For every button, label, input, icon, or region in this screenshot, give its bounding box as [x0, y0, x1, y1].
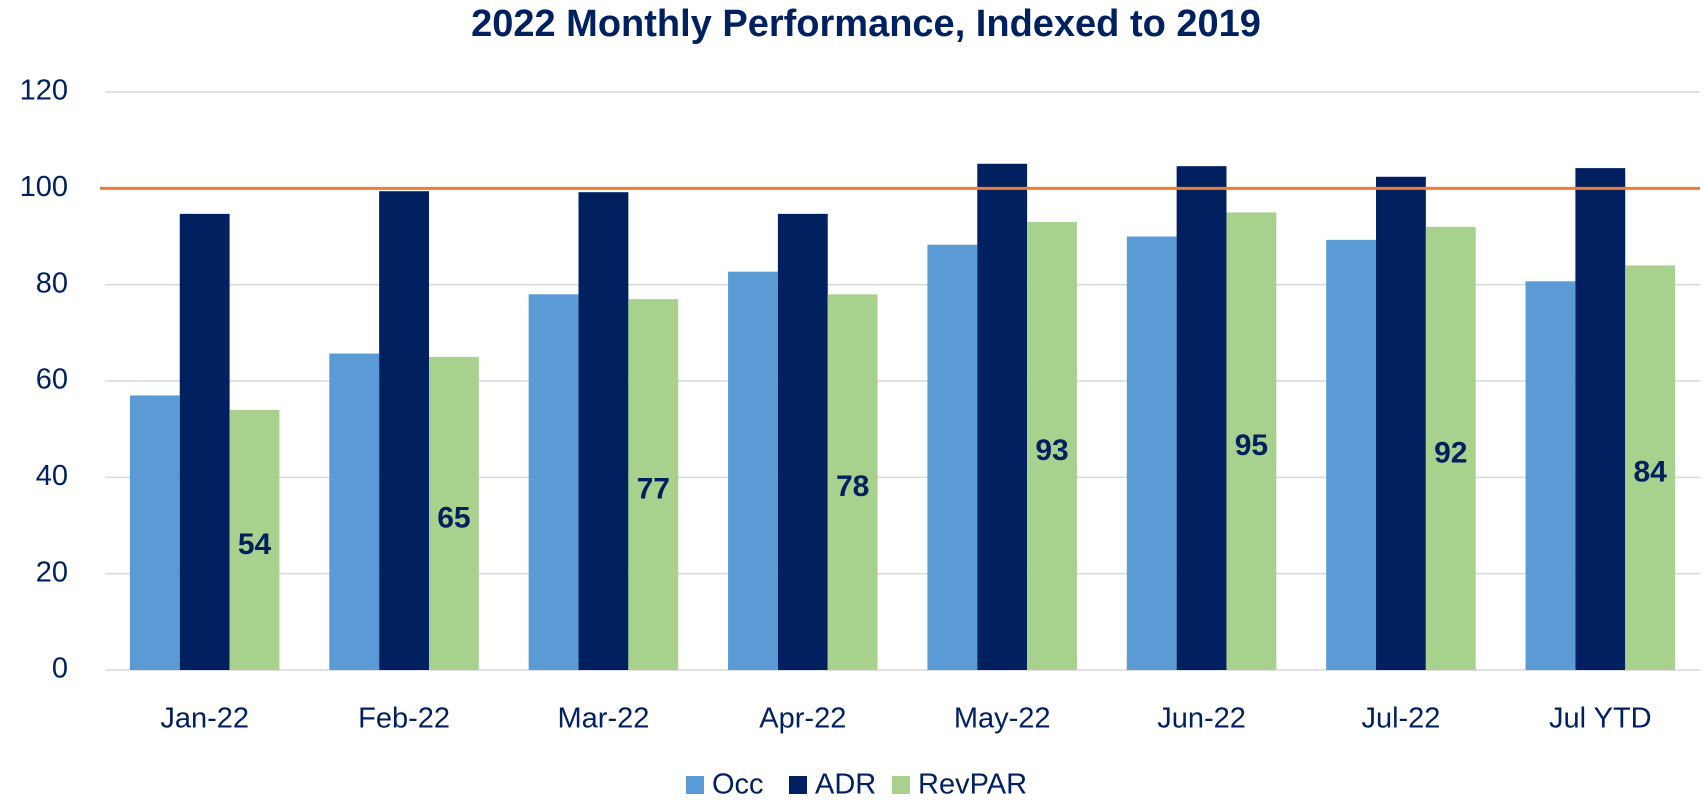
bar: [1575, 168, 1626, 670]
data-label: 65: [437, 501, 470, 534]
bar: [1176, 166, 1227, 670]
bar: [229, 409, 280, 670]
bar: [528, 294, 579, 670]
data-label: 78: [836, 470, 869, 503]
bar: [428, 356, 479, 670]
x-tick-label: May-22: [954, 703, 1051, 735]
x-tick-label: Apr-22: [759, 703, 846, 735]
bar: [129, 395, 180, 670]
legend-label: Occ: [712, 769, 764, 801]
bar: [628, 299, 679, 670]
y-tick-label: 120: [20, 75, 68, 107]
bar: [1226, 212, 1277, 670]
bar: [1625, 265, 1676, 670]
bar: [1376, 176, 1426, 671]
bar: [1027, 222, 1077, 671]
bar: [728, 271, 778, 670]
y-tick-label: 0: [52, 653, 68, 685]
data-label: 77: [637, 472, 670, 505]
bar: [179, 213, 230, 670]
x-tick-label: Jan-22: [160, 703, 249, 735]
bar: [1326, 239, 1377, 670]
bar: [1425, 226, 1476, 670]
y-tick-label: 100: [20, 171, 68, 203]
y-tick-label: 60: [36, 364, 68, 396]
bar: [329, 353, 380, 670]
chart-title: 2022 Monthly Performance, Indexed to 201…: [471, 3, 1261, 45]
x-tick-label: Feb-22: [358, 703, 450, 735]
y-tick-label: 20: [36, 556, 68, 588]
legend-label: RevPAR: [918, 769, 1027, 801]
data-label: 84: [1633, 456, 1667, 489]
legend-swatch: [789, 776, 807, 794]
x-tick-label: Jun-22: [1157, 703, 1246, 735]
bar: [777, 213, 828, 670]
bar: [1525, 281, 1576, 670]
data-label: 95: [1235, 429, 1268, 462]
data-label: 93: [1035, 434, 1068, 467]
x-tick-label: Mar-22: [558, 703, 650, 735]
y-tick-label: 80: [36, 267, 68, 299]
x-tick-label: Jul-22: [1361, 703, 1440, 735]
legend-label: ADR: [815, 769, 876, 801]
data-label: 92: [1434, 436, 1467, 469]
bar: [977, 163, 1028, 671]
data-label: 54: [238, 528, 272, 561]
legend-swatch: [892, 776, 910, 794]
bar: [1126, 236, 1177, 670]
bar: [379, 191, 429, 670]
legend-swatch: [686, 776, 704, 794]
x-tick-label: Jul YTD: [1549, 703, 1652, 735]
bar: [578, 192, 629, 671]
bar: [927, 244, 978, 670]
bar: [827, 294, 878, 670]
y-tick-label: 40: [36, 460, 68, 492]
